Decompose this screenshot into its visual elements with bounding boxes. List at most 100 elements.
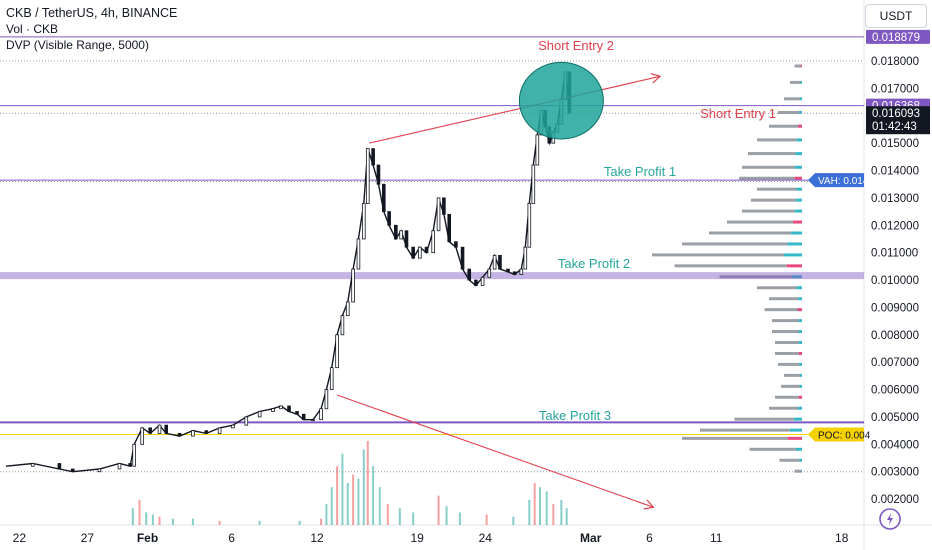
candle	[148, 427, 152, 434]
candle	[506, 268, 510, 273]
volume-profile-row	[795, 152, 802, 156]
take-profit-1-label: Take Profit 1	[604, 164, 676, 179]
volume-profile-row	[772, 330, 799, 334]
volume-profile-row	[799, 111, 802, 115]
currency-button[interactable]: USDT	[865, 4, 927, 28]
volume-profile-row	[793, 417, 802, 421]
volume-profile-row	[757, 138, 797, 142]
candle	[467, 268, 472, 281]
candle	[424, 246, 429, 254]
time-tick-label: 19	[411, 531, 425, 545]
chart-title: CKB / TetherUS, 4h, BINANCE	[6, 6, 178, 20]
volume-bar	[341, 453, 344, 525]
price-tick-label: 0.018000	[871, 56, 919, 68]
volume-profile-row	[799, 97, 802, 101]
price-tick-label: 0.014000	[871, 166, 919, 178]
volume-profile-row	[798, 124, 802, 128]
volume-profile-row	[798, 351, 802, 355]
volume-profile-row	[769, 297, 799, 301]
candle	[474, 279, 478, 286]
take-profit-2-label: Take Profit 2	[558, 256, 630, 271]
candle	[387, 211, 391, 226]
candle	[371, 148, 375, 166]
candle	[404, 230, 409, 248]
candle	[231, 424, 235, 429]
volume-profile-row	[795, 447, 802, 451]
short-entry-1-label: Short Entry 1	[700, 106, 776, 121]
volume-profile-row	[748, 152, 796, 156]
volume-bar	[258, 520, 261, 525]
price-tick-label: 0.005000	[871, 412, 919, 424]
candle	[431, 230, 435, 254]
candle	[311, 419, 315, 422]
volume-profile-row	[798, 319, 802, 323]
time-tick-label: Mar	[580, 531, 602, 545]
candle	[531, 164, 536, 204]
candle	[411, 246, 415, 259]
volume-bar	[565, 508, 568, 525]
take-profit-3-label: Take Profit 3	[539, 408, 611, 423]
candle	[30, 463, 35, 467]
volume-profile-row	[798, 341, 802, 345]
volume-profile-row	[797, 308, 802, 312]
volume-profile-row	[794, 176, 802, 180]
top-level-badge-text: 0.018879	[872, 32, 920, 44]
volume-bar	[346, 483, 349, 525]
volume-bar	[560, 499, 563, 525]
volume-profile-row	[798, 395, 802, 399]
dvp-indicator-label: DVP (Visible Range, 5000)	[6, 38, 149, 52]
candle	[436, 197, 441, 232]
candle	[361, 202, 366, 240]
replay-clock-icon[interactable]	[878, 507, 902, 531]
price-tick-label: 0.002000	[871, 494, 919, 506]
price-tick-label: 0.011000	[871, 248, 918, 260]
volume-bar	[437, 495, 440, 525]
volume-profile-row	[784, 97, 800, 101]
volume-bar	[372, 466, 375, 525]
volume-bar	[386, 504, 389, 525]
volume-profile-row	[700, 428, 790, 432]
time-tick-label: 6	[646, 531, 653, 545]
volume-bar	[145, 512, 148, 525]
candle	[279, 405, 283, 410]
candle	[351, 268, 355, 303]
candle	[287, 405, 291, 412]
candle	[204, 430, 209, 434]
volume-bar	[158, 516, 161, 525]
time-tick-label: 6	[228, 531, 235, 545]
volume-profile-row	[784, 253, 802, 257]
candle	[399, 230, 403, 240]
candle	[140, 427, 144, 445]
volume-bar	[545, 491, 548, 525]
time-tick-label: 11	[710, 531, 723, 545]
candle	[447, 213, 452, 243]
volume-profile-row	[798, 406, 802, 410]
volume-profile-row	[794, 165, 802, 169]
time-tick-label: 24	[479, 531, 493, 545]
volume-bar	[378, 487, 381, 525]
candle	[335, 334, 339, 369]
candle	[57, 463, 62, 470]
candle	[164, 424, 169, 434]
volume-bar	[352, 474, 355, 525]
candle	[442, 197, 446, 215]
volume-profile-row	[796, 187, 802, 191]
volume-profile-row	[795, 198, 802, 202]
time-tick-label: 27	[81, 531, 95, 545]
volume-profile-row	[789, 428, 802, 432]
volume-profile-row	[793, 220, 802, 224]
candle	[257, 411, 262, 418]
price-tick-label: 0.010000	[871, 275, 919, 287]
volume-bar	[218, 520, 221, 525]
volume-indicator-label: Vol · CKB	[6, 22, 59, 36]
volume-profile-row	[790, 80, 801, 84]
volume-profile-row	[781, 384, 800, 388]
volume-bar	[512, 516, 515, 525]
volume-bar	[528, 499, 531, 525]
volume-bar	[320, 518, 323, 525]
volume-profile-row	[790, 231, 802, 235]
candle	[492, 254, 497, 270]
volume-bar	[131, 508, 134, 525]
volume-profile-row	[709, 231, 791, 235]
